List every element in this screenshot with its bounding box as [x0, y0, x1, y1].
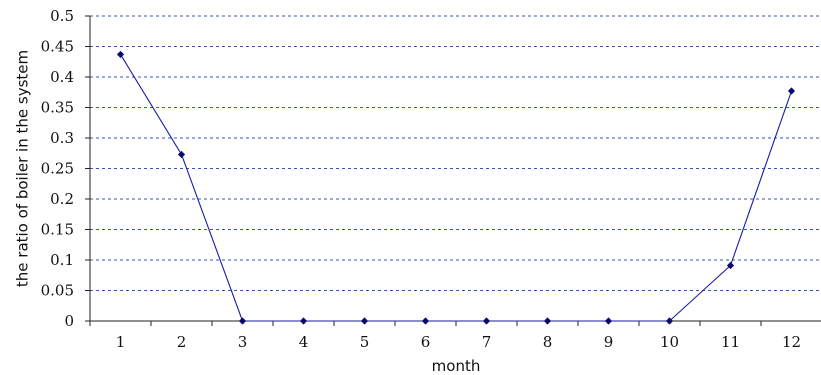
x-tick-label: 4	[299, 333, 309, 351]
y-tick-label: 0.25	[41, 160, 74, 178]
data-point	[360, 317, 369, 325]
y-tick-labels: 0 0.05 0.1 0.15 0.2 0.25 0.3 0.35 0.4 0.45 0.5	[41, 7, 74, 330]
series-line	[120, 54, 793, 322]
y-tick-label: 0.1	[50, 251, 74, 269]
x-tick-label: 6	[421, 333, 431, 351]
x-tick-label: 12	[782, 333, 801, 351]
x-tick-label: 2	[177, 333, 187, 351]
data-point	[543, 317, 552, 325]
data-point	[482, 317, 491, 325]
y-tick-label: 0	[64, 312, 74, 330]
data-point	[177, 150, 186, 159]
y-tick-label: 0.4	[50, 68, 74, 86]
x-tick-label: 10	[660, 333, 679, 351]
x-axis-title: month	[432, 357, 481, 375]
y-tick-label: 0.15	[41, 221, 74, 239]
x-tick-label: 5	[360, 333, 370, 351]
gridlines	[90, 15, 821, 291]
data-point	[299, 317, 308, 325]
y-tick-label: 0.3	[50, 129, 74, 147]
y-tick-label: 0.2	[50, 190, 74, 208]
x-tick-label: 7	[482, 333, 492, 351]
y-axis-title: the ratio of boiler in the system	[13, 50, 31, 287]
y-tick-label: 0.05	[41, 282, 74, 300]
data-point	[421, 317, 430, 325]
data-point	[116, 50, 125, 59]
y-tick-label: 0.45	[41, 38, 74, 56]
data-point	[665, 317, 674, 325]
x-tick-label: 3	[238, 333, 248, 351]
series	[116, 50, 796, 325]
x-tick-label: 11	[721, 333, 740, 351]
x-tick-labels: 1 2 3 4 5 6 7 8 9 10 11 12	[116, 333, 801, 351]
data-point	[238, 317, 247, 325]
data-point	[787, 87, 796, 95]
x-tick-label: 9	[604, 333, 614, 351]
y-tick-label: 0.5	[50, 7, 74, 25]
axes	[85, 15, 821, 326]
data-point	[726, 261, 735, 270]
x-tick-label: 8	[543, 333, 553, 351]
y-tick-label: 0.35	[41, 99, 74, 117]
data-point	[604, 317, 613, 325]
x-tick-label: 1	[116, 333, 126, 351]
